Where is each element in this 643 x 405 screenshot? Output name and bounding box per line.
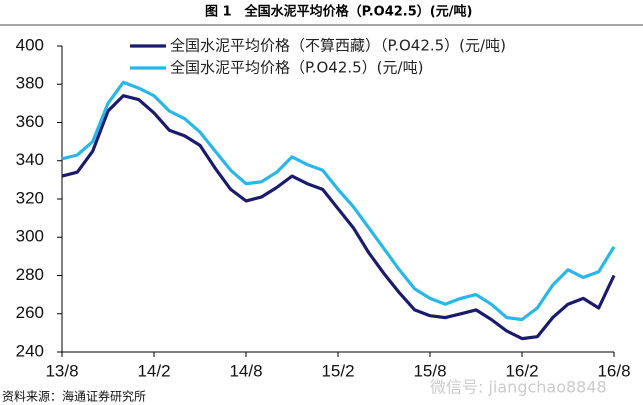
y-tick-label: 380 bbox=[16, 74, 44, 93]
x-tick-label: 16/2 bbox=[505, 361, 538, 380]
y-tick-label: 400 bbox=[16, 35, 44, 54]
x-tick-label: 15/8 bbox=[413, 361, 446, 380]
x-tick-label: 14/8 bbox=[229, 361, 262, 380]
y-tick-label: 340 bbox=[16, 150, 44, 169]
y-tick-label: 280 bbox=[16, 265, 44, 284]
chart-title: 图 1 全国水泥平均价格（P.O42.5）(元/吨) bbox=[205, 4, 472, 20]
y-tick-label: 360 bbox=[16, 112, 44, 131]
series-line bbox=[61, 80, 616, 322]
y-tick-label: 240 bbox=[16, 341, 44, 360]
x-tick-label: 13/8 bbox=[45, 361, 78, 380]
y-tick-label: 320 bbox=[16, 188, 44, 207]
series-line bbox=[61, 94, 616, 341]
y-tick-label: 300 bbox=[16, 227, 44, 246]
x-tick-label: 15/2 bbox=[321, 361, 354, 380]
legend-label: 全国水泥平均价格（P.O42.5）(元/吨) bbox=[170, 59, 423, 77]
y-tick-label: 260 bbox=[16, 303, 44, 322]
x-tick-label: 16/8 bbox=[597, 361, 630, 380]
watermark: 微信号: jiangchao8848 bbox=[430, 378, 607, 397]
x-tick-label: 14/2 bbox=[137, 361, 170, 380]
source-note: 资料来源：海通证券研究所 bbox=[2, 389, 146, 404]
legend-label: 全国水泥平均价格（不算西藏）（P.O42.5）(元/吨) bbox=[170, 37, 506, 55]
